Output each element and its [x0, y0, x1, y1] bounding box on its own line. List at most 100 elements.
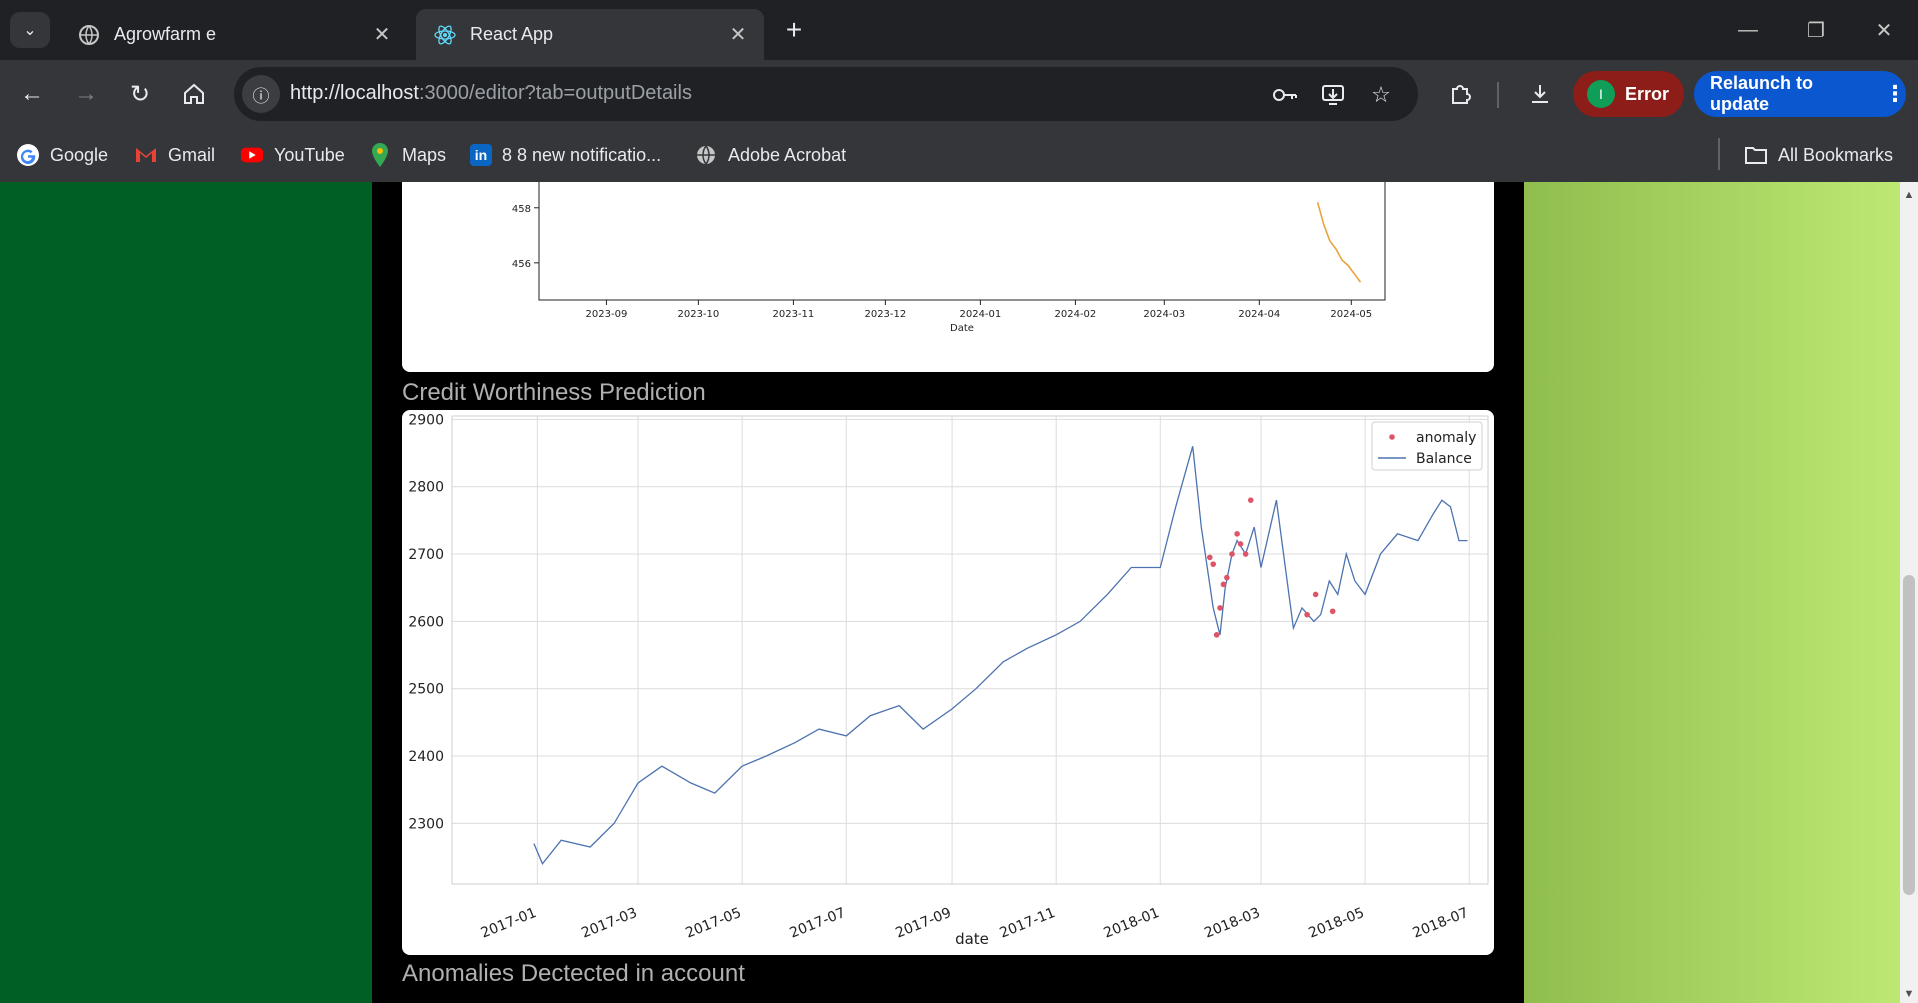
left-panel	[0, 182, 372, 1003]
x-tick-label: 2023-10	[677, 309, 719, 320]
anomaly-point	[1217, 605, 1223, 611]
youtube-icon	[240, 143, 264, 167]
bookmark-star-icon[interactable]: ☆	[1371, 82, 1391, 107]
url-text[interactable]: http://localhost:3000/editor?tab=outputD…	[290, 82, 692, 105]
price-series-line	[1316, 202, 1362, 283]
anomaly-point	[1234, 531, 1240, 537]
x-axis-label: date	[955, 930, 989, 948]
bookmark-maps[interactable]: Maps	[368, 142, 446, 168]
reload-icon[interactable]: ↻	[129, 80, 151, 108]
anomaly-point	[1304, 611, 1310, 618]
x-tick-label: 2017-07	[788, 905, 848, 942]
downloads-icon[interactable]	[1520, 74, 1560, 114]
y-tick-label: 2700	[408, 547, 444, 563]
scrollbar-thumb[interactable]	[1903, 575, 1915, 895]
bookmark-label: Google	[50, 144, 109, 165]
x-tick-label: 2024-03	[1143, 309, 1185, 320]
tab-agrowfarm[interactable]: Agrowfarm e ✕	[60, 9, 408, 60]
legend-anomaly-label: anomaly	[1416, 430, 1476, 446]
scroll-up-icon[interactable]: ▲	[1903, 189, 1915, 201]
google-icon	[16, 143, 40, 167]
tab-search-button[interactable]: ⌄	[10, 12, 50, 48]
anomaly-point	[1329, 608, 1336, 615]
x-tick-label: 2018-03	[1202, 905, 1262, 942]
all-bookmarks[interactable]: All Bookmarks	[1744, 142, 1893, 168]
anomaly-point	[1206, 554, 1213, 561]
bookmark-gmail[interactable]: Gmail	[134, 142, 215, 168]
x-tick-label: 2017-11	[997, 905, 1057, 942]
bookmark-youtube[interactable]: YouTube	[240, 142, 345, 168]
linkedin-icon: in	[470, 144, 492, 166]
plot-frame	[451, 415, 1489, 885]
anomaly-point	[1242, 551, 1249, 557]
close-icon[interactable]: ✕	[729, 24, 747, 46]
balance-chart: 2300 2400 2500 2600 2700 2800 2900 2017-01 2017-…	[408, 412, 1489, 948]
y-tick-label: 2600	[408, 614, 444, 630]
bookmark-label: Gmail	[168, 144, 216, 165]
y-tick-label: 456	[512, 259, 531, 270]
react-logo-icon	[434, 24, 456, 46]
address-bar[interactable]: ⓘ http://localhost:3000/editor?tab=outpu…	[234, 67, 1418, 121]
y-tick-label: 2300	[408, 816, 444, 832]
extensions-icon[interactable]	[1440, 74, 1480, 114]
maps-icon	[368, 143, 392, 167]
x-tick-label: 2023-11	[773, 309, 815, 320]
anomaly-point	[1312, 591, 1319, 598]
tab-react-app[interactable]: React App ✕	[416, 9, 764, 60]
x-axis-label: Date	[950, 323, 974, 334]
minimize-icon[interactable]: —	[1738, 18, 1758, 41]
bookmark-adobe-acrobat[interactable]: Adobe Acrobat	[694, 142, 846, 168]
x-tick-label: 2017-09	[893, 905, 953, 942]
tab-title: React App	[470, 24, 554, 44]
section-title-credit: Credit Worthiness Prediction	[402, 379, 706, 406]
x-tick-label: 2017-01	[479, 905, 539, 942]
relaunch-label: Relaunch to update	[1710, 73, 1814, 114]
price-chart: 458 456 2023-09 2023-10 2023-11 2023-12 2024-0…	[512, 182, 1386, 334]
relaunch-button[interactable]: Relaunch to update ⋮	[1694, 71, 1906, 117]
url-host: http://localhost	[290, 82, 419, 104]
anomaly-point	[1224, 574, 1230, 581]
anomaly-point	[1247, 497, 1254, 503]
gmail-icon	[134, 143, 158, 167]
install-app-icon[interactable]	[1318, 80, 1348, 110]
window-close-icon[interactable]: ✕	[1875, 19, 1893, 42]
home-icon[interactable]	[174, 74, 214, 114]
forward-arrow-icon[interactable]: →	[74, 80, 98, 107]
new-tab-plus-icon[interactable]: +	[785, 14, 803, 45]
scroll-down-icon[interactable]: ▼	[1903, 988, 1915, 1000]
y-tick-label: 2800	[408, 480, 444, 496]
close-icon[interactable]: ✕	[373, 24, 391, 46]
bookmark-label: 8 8 new notificatio...	[502, 144, 662, 165]
price-chart-card: 458 456 2023-09 2023-10 2023-11 2023-12 2024-0…	[402, 182, 1494, 372]
tab-title: Agrowfarm e	[114, 24, 217, 44]
bookmark-linkedin[interactable]: in 8 8 new notificatio...	[470, 142, 661, 168]
back-arrow-icon[interactable]: ←	[20, 80, 44, 107]
y-tick-label: 2400	[408, 749, 444, 765]
bookmark-label: Adobe Acrobat	[728, 144, 847, 165]
x-tick-label: 2023-12	[864, 309, 906, 320]
section-title-anomalies: Anomalies Dectected in account	[402, 960, 745, 987]
x-tick-label: 2023-09	[586, 309, 628, 320]
site-info-icon[interactable]: ⓘ	[242, 75, 280, 113]
more-menu-icon[interactable]: ⋮	[1884, 81, 1906, 106]
x-tick-label: 2017-03	[579, 905, 639, 942]
right-panel	[1524, 182, 1900, 1003]
page-viewport: 458 456 2023-09 2023-10 2023-11 2023-12 2024-0…	[0, 182, 1900, 1003]
x-tick-label: 2018-01	[1102, 905, 1162, 942]
bookmarks-divider	[1718, 138, 1720, 170]
error-label: Error	[1625, 83, 1670, 104]
x-tick-label: 2018-07	[1410, 905, 1470, 942]
password-key-icon[interactable]	[1270, 80, 1300, 110]
restore-icon[interactable]: ❐	[1807, 19, 1825, 42]
profile-error-button[interactable]: I Error	[1573, 71, 1684, 117]
x-tick-label: 2024-02	[1055, 309, 1097, 320]
browser-toolbar: ← → ↻ ⓘ http://localhost:3000/editor?tab…	[0, 60, 1918, 128]
tab-strip: ⌄ Agrowfarm e ✕ React App ✕ + — ❐ ✕	[0, 0, 1918, 60]
y-tick-label: 2900	[408, 412, 444, 428]
bookmark-google[interactable]: Google	[16, 142, 108, 168]
anomaly-point	[1237, 541, 1244, 547]
anomaly-point	[1210, 561, 1217, 567]
globe-icon	[78, 24, 100, 46]
chevron-down-icon: ⌄	[23, 22, 37, 39]
profile-avatar: I	[1587, 80, 1615, 108]
